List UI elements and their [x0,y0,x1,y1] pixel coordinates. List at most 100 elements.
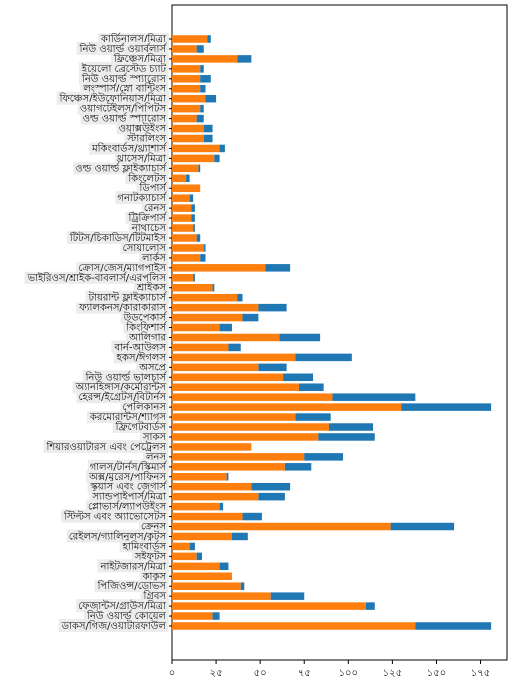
label-background [139,571,169,583]
bar-segment [198,164,201,173]
label-layer: কার্ডিনালস/মিত্রানিউ ওয়ার্ল্ড ওয়ার্বলা… [24,33,170,632]
bar-segment [172,592,271,600]
x-tick-label: ১৭৫ [471,668,490,679]
label-background [114,152,170,165]
bar-segment [172,283,213,292]
y-tick-label: রেইলস/গ্যালিনুলস/কুটস [69,529,167,542]
bar-segment [251,482,291,491]
x-tick-label: ২৫ [210,668,223,679]
bar-segment [193,274,195,282]
x-tick-label: ৫০ [254,668,267,679]
bar-segment [172,602,366,610]
label-background [85,290,169,304]
bar-segment [172,293,238,302]
bar-segment [172,443,252,451]
bar-segment [237,293,243,302]
y-tick-label: ফ্রিগেটবার্ডস [115,420,167,433]
bar-segment [172,274,194,282]
bar-segment [172,234,197,242]
label-background [76,261,169,274]
bar-segment [172,254,201,262]
label-background [120,401,169,414]
label-background [66,529,169,543]
bar-segment [172,104,201,113]
bar-segment [196,234,201,242]
bar-segment [172,512,243,521]
label-background [58,619,169,632]
bar-segment [212,283,215,292]
label-background [43,439,169,453]
label-background [136,362,169,374]
y-tick-label: ওয়াক্সউইংস [119,122,167,135]
label-background [78,71,169,85]
label-background [141,203,169,215]
y-tick-label: ফ্লিঞ্চেস/মিত্রা [113,53,167,65]
bar-segment [172,84,201,93]
bar-segment [237,55,252,63]
bar-segment [172,65,201,73]
x-tick-label: ১৫০ [427,668,446,679]
x-tick-label: ০ [169,668,176,679]
bar-segment [172,522,391,531]
y-tick-label: ফিঞ্চেস/ইউফোনিয়াস/মিত্রা [59,92,167,105]
y-tick-label: সাকস [142,432,167,443]
bar-segment [279,333,321,342]
label-background [24,271,169,284]
y-tick-label: পিজিওন্স/ডোভস [97,580,167,592]
label-background [83,609,169,623]
bar-segment [203,124,213,133]
y-tick-label: থ্রাসেস/মিত্রা [117,152,167,164]
plot-frame [171,4,508,661]
label-background [142,451,169,463]
label-background [139,431,169,443]
y-tick-label: গালস/টার্নস/স্কিমার্স [90,460,167,473]
bar-segment [172,134,204,143]
bar-segment [172,453,305,461]
label-background [89,142,169,155]
y-tick-label: ওল্ড ওয়ার্ল্ড স্প্যারোস [83,113,167,125]
bar-segment [258,492,285,501]
y-tick-label: গনাটক্যাচার্স [117,191,166,204]
bar-segment [219,502,224,511]
y-tick-label: শিয়ারওয়াটারস এবং পেট্রেলস [45,440,166,453]
label-background [60,509,169,523]
bar-segment [189,194,194,202]
bar-segment [231,532,248,541]
x-tick-label: ৭৫ [298,668,311,679]
y-tick-label: কিংফিশার্স [125,322,167,334]
bar-segment [172,383,299,391]
bar-segment [390,522,455,531]
bar-segment [219,562,229,571]
bar-segment [172,194,190,202]
bar-segment [189,542,195,551]
y-tick-label: ট্রিক্রিপার্স [128,212,167,224]
bar-segment [196,45,204,53]
y-tick-label: উডপেকার্স [123,311,167,324]
label-background [94,580,169,593]
bar-segment [172,214,192,222]
y-tick-label: হকস/ঈগলস [116,351,167,363]
y-tick-label: নাথাচেস [131,223,167,234]
y-tick-label: টিটস/চিকাডিস/টিটমাইস [69,231,166,244]
label-background [87,459,169,473]
y-tick-label: লুনস [145,452,166,463]
y-tick-label: স্কুয়াস এবং জেগার্স [90,481,167,493]
x-tick-label: ১০০ [339,668,359,679]
bar-segment [172,492,259,501]
y-tick-label: স্টিল্টস এবং অ্যাভোসেটস [63,510,167,523]
label-background [87,480,169,493]
bar-segment [172,473,227,481]
bar-segment [172,55,238,63]
bar-segment [228,343,241,352]
label-background [120,310,169,324]
label-background [116,121,169,135]
y-tick-label: সুইফটস [134,549,167,562]
bar-segment [172,552,197,561]
bar-segment [172,433,319,441]
label-background [131,549,169,563]
label-background [97,559,170,573]
bar-segment [172,393,333,401]
bar-segment [332,393,416,401]
y-tick-label: ফ্যালকনস/কারাকারাস [78,303,166,314]
y-tick-label: স্টারলিংস [126,131,166,144]
